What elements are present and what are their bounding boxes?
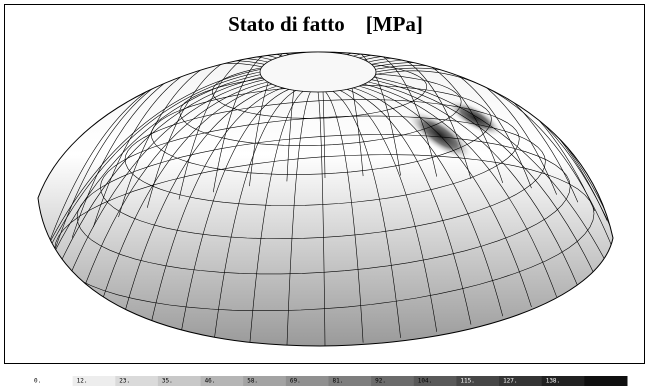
title: Stato di fatto [MPa]: [0, 12, 651, 37]
page: 0. 12. 23. 35. 46. 58. 69. 81. 92. 104. 115. 127. 13…: [0, 0, 651, 387]
legend-label: 104.: [418, 378, 432, 385]
legend-label: 81.: [333, 378, 344, 385]
legend-label: 0.: [34, 378, 41, 385]
legend-label: 92.: [375, 378, 386, 385]
legend-label: 23.: [119, 378, 130, 385]
dome-view: 0. 12. 23. 35. 46. 58. 69. 81. 92. 104. 115. 127. 13…: [0, 0, 651, 387]
legend-label: 69.: [290, 378, 301, 385]
legend-label: 115.: [460, 378, 474, 385]
legend-label: 58.: [247, 378, 258, 385]
dome-cap: [260, 52, 376, 92]
legend-label: 12.: [77, 378, 88, 385]
legend-label: 46.: [205, 378, 216, 385]
legend-label: 138.: [546, 378, 560, 385]
color-bar: 0. 12. 23. 35. 46. 58. 69. 81. 92. 104. 115. 127. 13…: [30, 376, 628, 386]
legend-label: 127.: [503, 378, 517, 385]
legend-label: 35.: [162, 378, 173, 385]
color-swatch: [584, 376, 627, 386]
